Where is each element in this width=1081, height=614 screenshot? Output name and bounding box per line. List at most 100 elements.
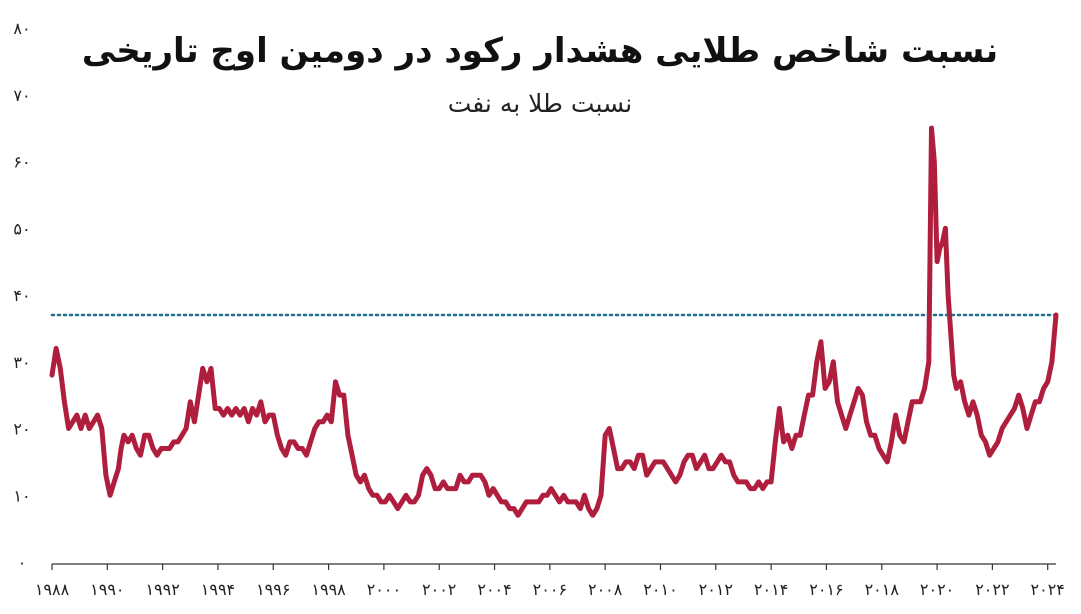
series-point (629, 460, 632, 463)
series-point (517, 514, 520, 517)
series-point (869, 434, 872, 437)
series-point (396, 507, 399, 510)
series-point (1046, 380, 1049, 383)
x-tick-label: ۲۰۲۰ (920, 580, 954, 599)
series-point (571, 500, 574, 503)
series-point (533, 500, 536, 503)
x-tick-label: ۱۹۸۸ (35, 580, 70, 599)
series-point (384, 500, 387, 503)
series-point (736, 480, 739, 483)
x-axis-ticks: ۱۹۸۸ ۱۹۹۰ ۱۹۹۲ ۱۹۹۴ ۱۹۹۶ ۱۹۹۸ ۲۰۰۰ ۲۰۰۲ ۲۰۰۴ ۲۰۰۶… (35, 564, 1065, 599)
series-point (413, 500, 416, 503)
series-point (890, 440, 893, 443)
series-point (1005, 420, 1008, 423)
series-point (234, 407, 237, 410)
series-point (824, 387, 827, 390)
series-point (463, 480, 466, 483)
series-point (284, 454, 287, 457)
series-point (305, 454, 308, 457)
y-tick-label: ۵۰ (13, 219, 30, 238)
x-tick-label: ۲۰۲۴ (1031, 580, 1065, 599)
series-point (836, 400, 839, 403)
series-point (475, 474, 478, 477)
series-point (724, 460, 727, 463)
series-points (51, 127, 1058, 517)
series-point (400, 500, 403, 503)
x-tick-label: ۲۰۱۲ (699, 580, 733, 599)
x-tick-label: ۲۰۰۴ (477, 580, 511, 599)
series-point (587, 507, 590, 510)
series-point (911, 400, 914, 403)
series-point (330, 420, 333, 423)
series-point (782, 440, 785, 443)
series-point (508, 507, 511, 510)
series-point (861, 394, 864, 397)
series-point (247, 420, 250, 423)
y-axis-ticks: ۰ ۱۰ ۲۰ ۳۰ ۴۰ ۵۰ ۶۰ ۷۰ ۸۰ (13, 19, 30, 572)
series-point (492, 487, 495, 490)
x-tick-label: ۱۹۹۶ (256, 580, 290, 599)
series-point (575, 500, 578, 503)
series-point (761, 487, 764, 490)
series-point (288, 440, 291, 443)
series-point (160, 447, 163, 450)
series-point (595, 507, 598, 510)
series-point (933, 160, 936, 163)
series-point (894, 414, 897, 417)
series-point (919, 400, 922, 403)
series-point (778, 407, 781, 410)
series-point (695, 467, 698, 470)
series-point (670, 474, 673, 477)
series-point (512, 507, 515, 510)
x-tick-label: ۲۰۱۸ (865, 580, 900, 599)
series-point (1050, 360, 1053, 363)
series-point (915, 400, 918, 403)
series-point (488, 494, 491, 497)
series-point (865, 420, 868, 423)
series-point (550, 487, 553, 490)
series-point (853, 400, 856, 403)
series-point (795, 434, 798, 437)
series-point (815, 360, 818, 363)
series-point (434, 487, 437, 490)
series-point (55, 347, 58, 350)
series-point (139, 454, 142, 457)
series-point (691, 454, 694, 457)
series-point (1030, 414, 1033, 417)
x-tick-label: ۲۰۱۰ (643, 580, 677, 599)
series-point (938, 247, 941, 250)
series-point (886, 460, 889, 463)
series-point (214, 407, 217, 410)
series-point (1026, 427, 1029, 430)
series-point (143, 434, 146, 437)
series-point (873, 434, 876, 437)
series-point (927, 360, 930, 363)
x-tick-label: ۲۰۱۴ (754, 580, 788, 599)
series-point (732, 474, 735, 477)
series-point (301, 447, 304, 450)
x-tick-label: ۲۰۰۸ (588, 580, 623, 599)
series-point (591, 514, 594, 517)
series-point (226, 407, 229, 410)
series-point (963, 400, 966, 403)
series-point (92, 420, 95, 423)
series-point (504, 500, 507, 503)
series-point (276, 434, 279, 437)
series-point (936, 260, 939, 263)
series-point (1001, 427, 1004, 430)
x-tick-label: ۲۰۰۶ (533, 580, 567, 599)
series-point (467, 480, 470, 483)
series-point (620, 467, 623, 470)
series-point (264, 420, 267, 423)
series-point (803, 414, 806, 417)
series-point (612, 447, 615, 450)
x-tick-label: ۱۹۹۲ (145, 580, 179, 599)
series-point (338, 394, 341, 397)
series-point (949, 334, 952, 337)
series-point (450, 487, 453, 490)
series-point (442, 480, 445, 483)
series-point (363, 474, 366, 477)
series-point (1055, 314, 1058, 317)
series-point (1009, 414, 1012, 417)
series-point (152, 447, 155, 450)
